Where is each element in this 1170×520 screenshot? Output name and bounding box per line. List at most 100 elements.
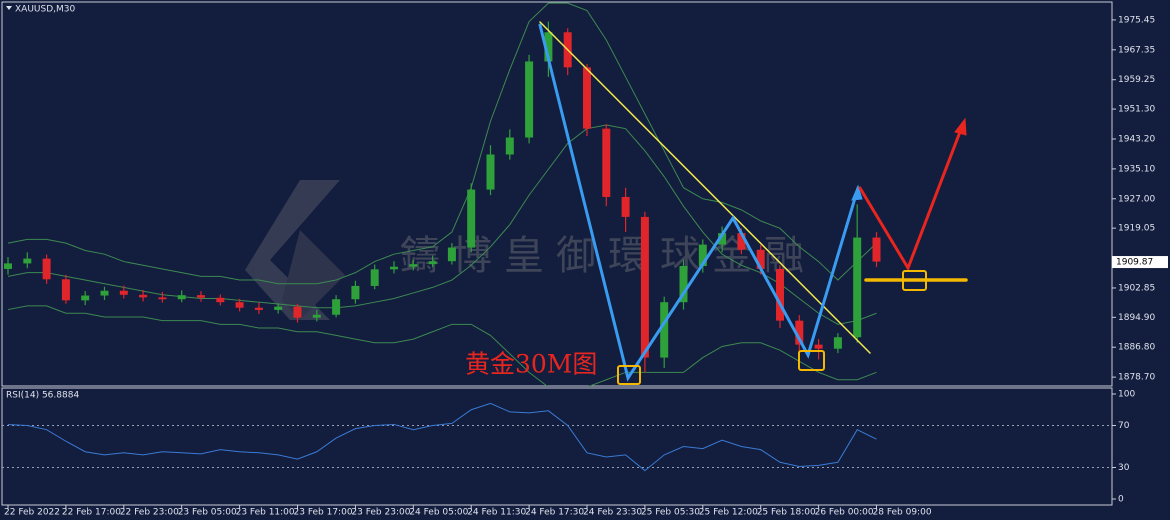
candle-body: [428, 261, 437, 265]
rsi-plot: [2, 402, 1112, 472]
x-tick-label: 24 Feb 17:30: [525, 508, 584, 518]
last-price-box: [1112, 256, 1168, 269]
candle-body: [853, 237, 862, 338]
y-tick-label: 1975.45: [1118, 15, 1155, 25]
y-tick-label: 1935.10: [1118, 164, 1155, 174]
x-tick-label: 23 Feb 23:00: [351, 508, 410, 518]
x-tick-label: 22 Feb 23:00: [120, 508, 179, 518]
candle-body: [467, 189, 476, 248]
x-tick-label: 23 Feb 05:00: [178, 508, 237, 518]
candle-body: [42, 258, 51, 280]
y-tick-label: 1951.30: [1118, 105, 1155, 115]
candle-body: [216, 297, 225, 303]
rsi-panel: [1, 387, 1113, 506]
band-line: [7, 305, 877, 386]
candle-body: [158, 297, 167, 300]
arrow-head: [851, 184, 863, 201]
y-tick-label: 1927.00: [1118, 194, 1155, 204]
candle-body: [100, 290, 109, 296]
x-tick-label: 25 Feb 18:00: [757, 508, 816, 518]
candle-body: [660, 302, 669, 358]
highlight-box: [902, 270, 927, 291]
x-tick-label: 22 Feb 17:00: [62, 508, 121, 518]
chart-annotation: 黄金30M图: [465, 350, 597, 379]
x-tick-label: 24 Feb 23:30: [583, 508, 642, 518]
y-tick-label: 1878.70: [1118, 373, 1155, 383]
candle-body: [351, 285, 360, 300]
candle-body: [718, 233, 727, 245]
candle-body: [795, 320, 804, 345]
candle-body: [197, 295, 205, 298]
candle-body: [4, 263, 12, 269]
candle-body: [505, 137, 514, 155]
x-tick-label: 24 Feb 05:00: [409, 508, 468, 518]
candle-body: [621, 196, 630, 217]
candle-body: [61, 279, 70, 301]
candle-body: [602, 128, 611, 197]
candle-body: [409, 264, 418, 267]
candle-body: [756, 249, 765, 269]
y-tick-label: 1902.85: [1118, 283, 1155, 293]
y-tick-label: 100: [1118, 389, 1135, 399]
candle-body: [544, 32, 553, 62]
candle-body: [274, 306, 283, 310]
y-tick-label: 1967.35: [1118, 45, 1155, 55]
symbol-icon: [6, 6, 12, 10]
x-tick-label: 23 Feb 11:00: [236, 508, 295, 518]
x-tick-label: 22 Feb 2022: [4, 508, 60, 518]
price-plot: [4, 2, 881, 386]
candle-body: [679, 266, 688, 303]
candle-body: [312, 314, 321, 318]
y-tick-label: 0: [1118, 495, 1124, 505]
rsi-line: [7, 402, 877, 472]
candle-body: [525, 61, 534, 138]
candle-body: [119, 290, 128, 295]
y-tick-label: 1959.25: [1118, 75, 1155, 85]
y-tick-label: 1943.20: [1118, 134, 1155, 144]
analysis-drawings: [538, 21, 968, 385]
candle-body: [81, 295, 90, 301]
band-line: [7, 124, 877, 325]
candle-body: [640, 216, 649, 358]
candle-body: [737, 233, 746, 250]
candle-body: [447, 247, 456, 262]
candle-body: [872, 237, 881, 262]
candle-body: [332, 299, 341, 315]
y-tick-label: 1886.80: [1118, 343, 1155, 353]
zigzag-line: [538, 23, 860, 382]
x-tick-label: 23 Feb 17:00: [294, 508, 353, 518]
watermark-logo: [245, 180, 345, 320]
candle-body: [833, 337, 842, 349]
candle-body: [23, 258, 32, 264]
candle-body: [486, 154, 495, 190]
candle-body: [370, 269, 379, 286]
band-line: [7, 2, 877, 285]
x-tick-label: 24 Feb 11:30: [467, 508, 526, 518]
highlight-box: [617, 365, 641, 385]
candle-body: [235, 302, 244, 308]
last-price: 1909.87: [1116, 258, 1153, 268]
candle-body: [177, 295, 186, 300]
x-tick-label: 25 Feb 05:30: [641, 508, 700, 518]
symbol-label: XAUUSD,M30: [15, 5, 75, 15]
candle-body: [293, 306, 302, 318]
y-tick-label: 30: [1118, 463, 1130, 473]
candle-body: [390, 266, 398, 270]
rsi-title: RSI(14) 56.8884: [6, 391, 79, 401]
candle-body: [776, 268, 784, 321]
trend-line: [539, 21, 871, 354]
candle-body: [698, 244, 707, 266]
forecast-line: [858, 122, 965, 272]
y-tick-label: 1919.05: [1118, 224, 1155, 234]
highlight-box: [798, 350, 825, 371]
arrow-head: [954, 117, 967, 136]
candle-body: [583, 67, 591, 129]
y-tick-label: 70: [1118, 421, 1130, 431]
price-panel: [1, 1, 1113, 387]
candle-body: [139, 294, 148, 298]
candle-body: [254, 307, 263, 310]
x-tick-label: 26 Feb 00:00: [815, 508, 874, 518]
x-tick-label: 25 Feb 12:00: [699, 508, 758, 518]
